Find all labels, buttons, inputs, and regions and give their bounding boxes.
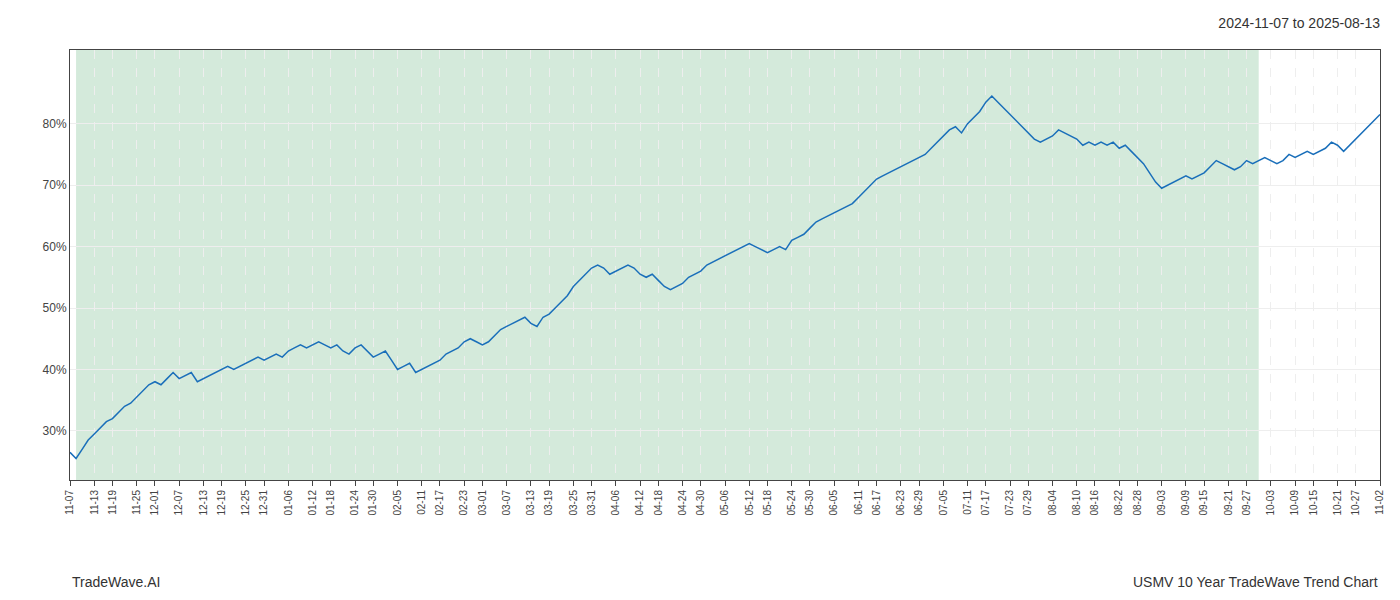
svg-text:12-31: 12-31	[258, 490, 269, 516]
svg-text:08-28: 08-28	[1132, 490, 1143, 516]
svg-text:09-27: 09-27	[1241, 490, 1252, 516]
svg-text:09-09: 09-09	[1180, 490, 1191, 516]
svg-text:04-18: 04-18	[653, 490, 664, 516]
svg-text:01-18: 01-18	[325, 490, 336, 516]
svg-text:09-21: 09-21	[1223, 490, 1234, 516]
svg-text:02-23: 02-23	[458, 490, 469, 516]
svg-text:05-12: 05-12	[744, 490, 755, 516]
svg-text:12-07: 12-07	[173, 490, 184, 516]
svg-text:02-17: 02-17	[434, 490, 445, 516]
svg-text:07-05: 07-05	[938, 490, 949, 516]
svg-text:02-05: 02-05	[392, 490, 403, 516]
svg-text:11-13: 11-13	[89, 490, 100, 515]
svg-text:10-03: 10-03	[1265, 490, 1276, 516]
svg-text:05-30: 05-30	[804, 490, 815, 516]
svg-text:04-30: 04-30	[695, 490, 706, 516]
svg-text:07-23: 07-23	[1004, 490, 1015, 516]
svg-text:07-29: 07-29	[1022, 490, 1033, 516]
svg-text:06-11: 06-11	[853, 490, 864, 515]
svg-text:12-01: 12-01	[149, 490, 160, 516]
svg-text:30%: 30%	[43, 424, 67, 438]
svg-text:60%: 60%	[43, 240, 67, 254]
svg-text:10-09: 10-09	[1289, 490, 1300, 516]
svg-text:03-07: 03-07	[501, 490, 512, 516]
svg-text:08-16: 08-16	[1089, 490, 1100, 516]
svg-text:01-24: 01-24	[349, 490, 360, 516]
svg-text:11-07: 11-07	[64, 490, 75, 515]
svg-text:02-11: 02-11	[416, 490, 427, 515]
svg-text:2024-11-07 to 2025-08-13: 2024-11-07 to 2025-08-13	[1218, 15, 1380, 31]
svg-text:07-11: 07-11	[962, 490, 973, 515]
svg-text:03-25: 03-25	[568, 490, 579, 516]
svg-text:80%: 80%	[43, 117, 67, 131]
svg-text:04-12: 04-12	[634, 490, 645, 516]
svg-text:06-23: 06-23	[895, 490, 906, 516]
svg-text:01-30: 01-30	[367, 490, 378, 516]
svg-text:09-15: 09-15	[1198, 490, 1209, 516]
svg-text:01-12: 01-12	[307, 490, 318, 516]
svg-text:08-10: 08-10	[1071, 490, 1082, 516]
svg-text:40%: 40%	[43, 363, 67, 377]
svg-text:05-24: 05-24	[786, 490, 797, 516]
svg-text:USMV 10 Year TradeWave Trend C: USMV 10 Year TradeWave Trend Chart	[1133, 574, 1378, 590]
svg-text:01-06: 01-06	[283, 490, 294, 516]
svg-text:05-18: 05-18	[762, 490, 773, 516]
svg-text:07-17: 07-17	[980, 490, 991, 516]
svg-text:10-15: 10-15	[1308, 490, 1319, 516]
svg-text:06-29: 06-29	[913, 490, 924, 516]
svg-text:06-17: 06-17	[871, 490, 882, 516]
svg-text:10-21: 10-21	[1332, 490, 1343, 516]
svg-text:70%: 70%	[43, 178, 67, 192]
svg-text:11-19: 11-19	[107, 490, 118, 515]
svg-text:09-03: 09-03	[1156, 490, 1167, 516]
svg-text:11-25: 11-25	[131, 490, 142, 515]
svg-text:06-05: 06-05	[828, 490, 839, 516]
svg-text:12-13: 12-13	[198, 490, 209, 516]
svg-text:12-25: 12-25	[240, 490, 251, 516]
svg-text:04-24: 04-24	[677, 490, 688, 516]
svg-text:03-13: 03-13	[525, 490, 536, 516]
svg-text:03-19: 03-19	[543, 490, 554, 516]
svg-text:08-04: 08-04	[1047, 490, 1058, 516]
svg-text:03-01: 03-01	[477, 490, 488, 516]
svg-text:03-31: 03-31	[586, 490, 597, 516]
svg-text:50%: 50%	[43, 301, 67, 315]
svg-text:12-19: 12-19	[216, 490, 227, 516]
svg-text:08-22: 08-22	[1113, 490, 1124, 516]
svg-text:10-27: 10-27	[1350, 490, 1361, 516]
svg-text:05-06: 05-06	[719, 490, 730, 516]
svg-text:04-06: 04-06	[610, 490, 621, 516]
svg-text:TradeWave.AI: TradeWave.AI	[72, 574, 160, 590]
svg-text:11-02: 11-02	[1374, 490, 1385, 515]
